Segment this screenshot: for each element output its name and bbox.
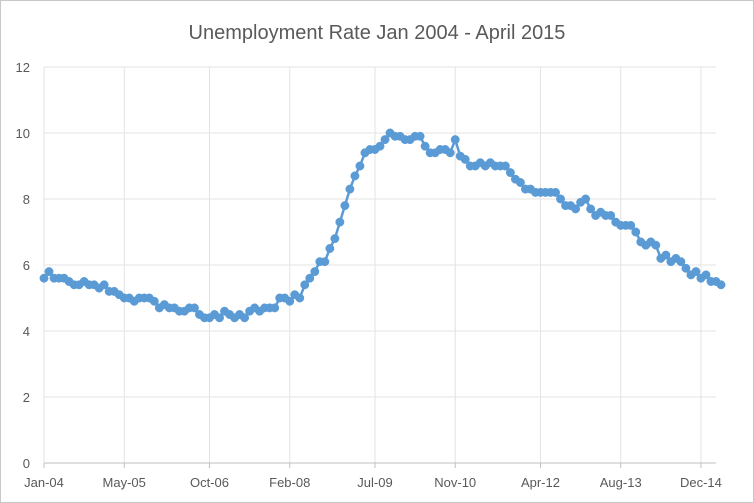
x-tick-label: Oct-06 <box>190 475 229 490</box>
data-point <box>450 135 460 145</box>
data-point <box>631 227 641 237</box>
data-point <box>355 161 365 171</box>
data-point <box>149 296 159 306</box>
y-tick-label: 10 <box>16 126 30 141</box>
data-point <box>295 293 305 303</box>
x-axis-tick-labels: Jan-04 May-05 Oct-06 Feb-08 Jul-09 Nov-10 Apr-… <box>24 475 722 490</box>
data-point <box>335 217 345 227</box>
y-tick-label: 6 <box>23 258 30 273</box>
data-point <box>551 187 560 197</box>
data-point <box>586 204 596 214</box>
x-tick-label: Feb-08 <box>269 475 310 490</box>
chart-title: Unemployment Rate Jan 2004 - April 2015 <box>189 22 566 44</box>
data-point <box>300 280 310 290</box>
data-point <box>305 273 315 283</box>
data-point <box>340 201 350 211</box>
axes <box>43 67 716 468</box>
data-point <box>345 184 355 194</box>
data-point <box>691 267 701 277</box>
x-tick-label: Apr-12 <box>521 475 560 490</box>
data-point <box>420 141 430 151</box>
data-point <box>44 267 54 277</box>
data-point <box>99 280 109 290</box>
data-point <box>350 171 360 181</box>
data-point <box>581 194 591 204</box>
y-tick-label: 0 <box>23 456 30 471</box>
x-tick-label: Aug-13 <box>600 475 642 490</box>
data-point <box>320 257 330 267</box>
data-point <box>676 257 686 267</box>
data-point <box>325 244 335 253</box>
data-point <box>190 303 199 313</box>
x-tick-label: May-05 <box>103 475 146 490</box>
data-point <box>285 296 295 306</box>
data-point <box>500 161 510 171</box>
data-point <box>310 267 320 277</box>
series-unemployment-rate <box>39 128 726 323</box>
data-point <box>460 154 470 164</box>
x-tick-label: Dec-14 <box>680 475 722 490</box>
data-point <box>681 263 691 273</box>
data-point <box>380 135 390 145</box>
data-point <box>240 313 250 323</box>
y-axis-tick-labels: 0 2 4 6 8 10 12 <box>16 60 30 471</box>
data-point <box>606 211 616 220</box>
data-point <box>651 240 661 250</box>
data-point <box>571 204 581 214</box>
x-tick-label: Jan-04 <box>24 475 64 490</box>
data-point <box>330 234 340 244</box>
data-point <box>415 131 425 141</box>
data-point <box>701 270 711 280</box>
data-point <box>375 141 385 151</box>
data-point <box>661 250 671 260</box>
data-point <box>515 178 525 187</box>
data-point <box>215 313 224 323</box>
x-tick-label: Jul-09 <box>357 475 392 490</box>
y-tick-label: 12 <box>16 60 30 75</box>
data-point <box>39 273 49 283</box>
data-point <box>505 168 515 178</box>
y-tick-label: 4 <box>23 324 30 339</box>
data-point <box>626 220 636 230</box>
data-point <box>556 194 565 204</box>
data-point <box>716 280 726 290</box>
y-tick-label: 2 <box>23 390 30 405</box>
x-tick-label: Nov-10 <box>434 475 476 490</box>
data-point <box>445 148 455 158</box>
gridlines <box>44 66 716 463</box>
data-point <box>270 303 280 313</box>
y-tick-label: 8 <box>23 192 30 207</box>
